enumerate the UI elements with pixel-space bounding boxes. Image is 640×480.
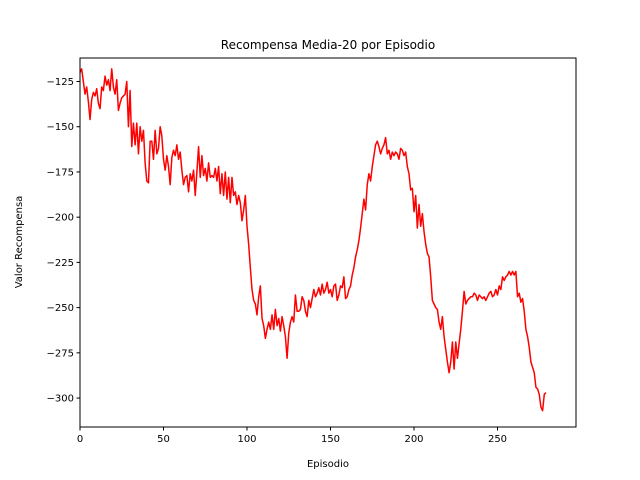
x-tick-label: 150 [321,434,340,445]
y-tick-label: −225 [47,258,74,269]
y-tick-label: −275 [47,348,74,359]
x-tick-label: 50 [157,434,170,445]
y-tick-label: −150 [47,122,74,133]
y-tick-label: −300 [47,394,74,405]
x-tick-label: 200 [404,434,423,445]
chart-title: Recompensa Media-20 por Episodio [221,38,435,52]
x-tick-label: 0 [77,434,83,445]
y-tick-label: −250 [47,303,74,314]
y-tick-label: −125 [47,77,74,88]
x-axis-label: Episodio [307,459,349,470]
series-layer [79,68,547,412]
plot-area [80,58,576,427]
y-tick-label: −200 [47,213,74,224]
y-axis-ticks: −125 −150 −175 −200 −225 −250 −275 −300 [47,77,80,405]
x-tick-label: 100 [237,434,256,445]
y-tick-label: −175 [47,167,74,178]
axes-frame [79,57,577,428]
x-axis-ticks: 0 50 100 150 200 250 [77,427,507,445]
series-line-0 [79,68,547,412]
x-tick-label: 250 [488,434,507,445]
y-axis-label: Valor Recompensa [14,196,25,289]
